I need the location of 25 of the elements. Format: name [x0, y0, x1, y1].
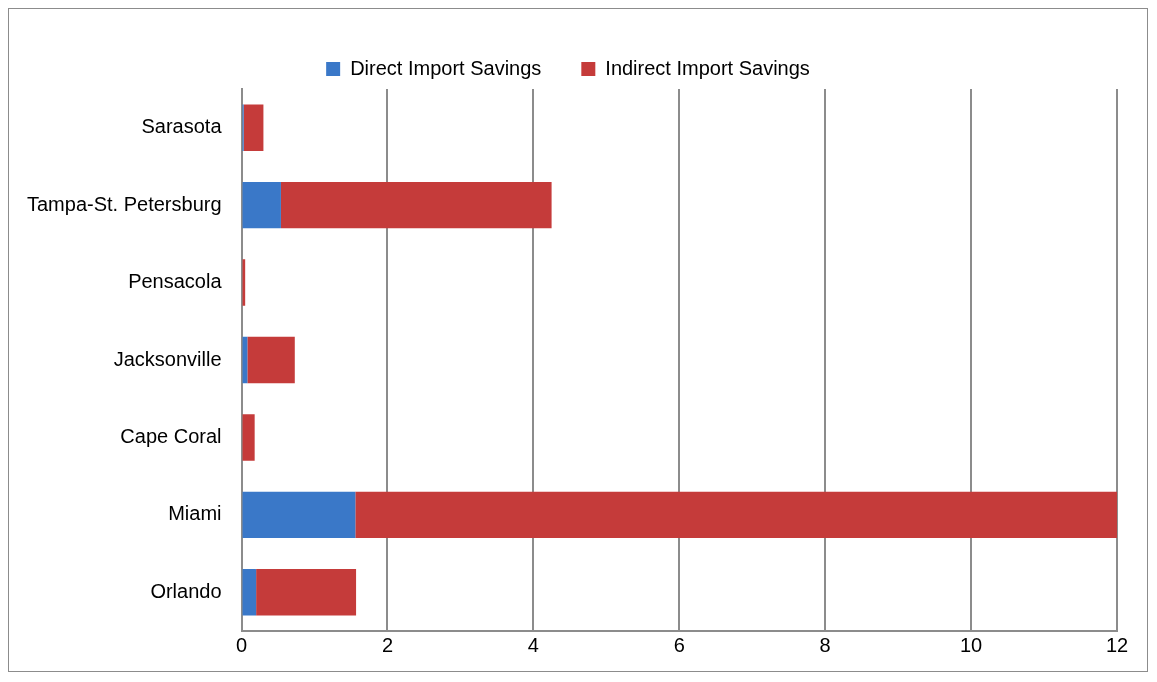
- x-tick-label: 12: [1105, 633, 1129, 656]
- bar: [242, 181, 281, 229]
- bar: [256, 569, 357, 616]
- x-tick-label: 6: [673, 633, 685, 656]
- legend-label: Indirect Import Savings: [605, 56, 810, 79]
- y-tick-label: Miami: [168, 502, 222, 525]
- bar: [242, 414, 255, 461]
- legend-label: Direct Import Savings: [350, 56, 542, 79]
- y-tick-label: Tampa-St. Petersburg: [27, 192, 222, 215]
- bar: [242, 569, 257, 616]
- x-tick-label: 10: [959, 633, 983, 656]
- bar: [247, 336, 295, 384]
- bar: [243, 104, 264, 151]
- y-tick-label: Pensacola: [128, 270, 223, 293]
- x-tick-label: 2: [381, 633, 394, 656]
- bar: [280, 181, 552, 229]
- x-tick-label: 0: [235, 633, 248, 656]
- y-tick-label: Sarasota: [141, 115, 223, 138]
- bar: [355, 491, 1117, 539]
- y-tick-label: Jacksonville: [113, 347, 222, 370]
- x-tick-label: 8: [819, 633, 831, 656]
- x-tick-label: 4: [527, 633, 539, 656]
- y-tick-label: Orlando: [150, 579, 222, 602]
- y-tick-label: Cape Coral: [120, 424, 222, 447]
- bar: [242, 491, 356, 539]
